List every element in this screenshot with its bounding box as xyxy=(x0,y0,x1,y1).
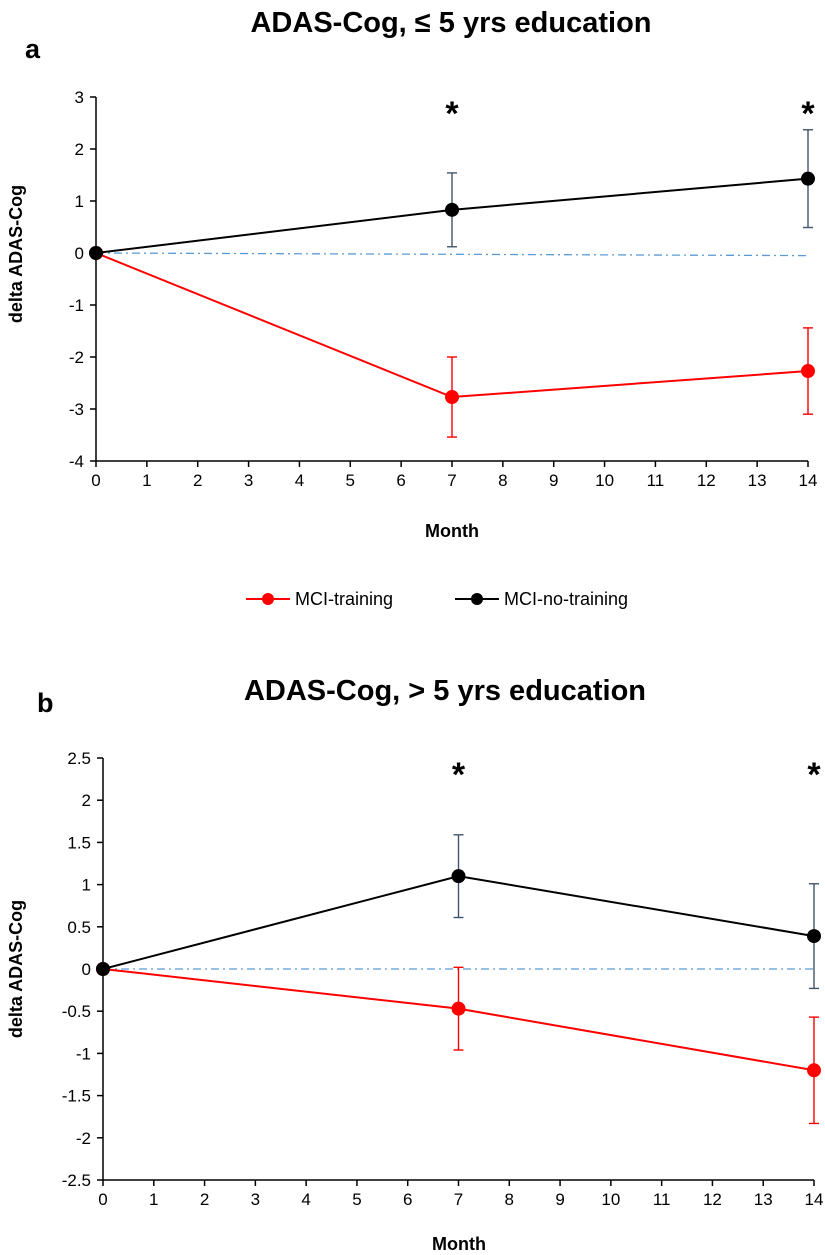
panel-b-x-tick-label: 1 xyxy=(149,1190,158,1209)
panel-a-y-tick-label: -1 xyxy=(69,296,84,315)
panel-b-x-tick-label: 7 xyxy=(454,1190,463,1209)
panel-b-x-tick-label: 14 xyxy=(805,1190,824,1209)
panel-a-x-tick-label: 3 xyxy=(244,471,253,490)
panel-b-y-tick-label: -1 xyxy=(76,1044,91,1063)
panel-a-x-tick-label: 7 xyxy=(447,471,456,490)
panel-b-x-tick-label: 13 xyxy=(754,1190,773,1209)
panel-a-x-tick-label: 9 xyxy=(549,471,558,490)
panel-a-x-tick-label: 5 xyxy=(346,471,355,490)
panel-b-x-tick-label: 8 xyxy=(505,1190,514,1209)
panel-a-label: a xyxy=(25,34,41,64)
panel-b-y-tick-label: -0.5 xyxy=(62,1002,91,1021)
panel-a-significance-star: * xyxy=(445,95,459,133)
panel-a-x-tick-label: 12 xyxy=(697,471,716,490)
panel-b-x-tick-label: 2 xyxy=(200,1190,209,1209)
panel-a-no-training-point xyxy=(89,246,103,260)
panel-b-x-tick-label: 3 xyxy=(251,1190,260,1209)
panel-b-training-point xyxy=(807,1063,821,1078)
panel-a-training-point xyxy=(445,390,459,405)
panel-a-x-tick-label: 4 xyxy=(295,471,304,490)
panel-b-y-tick-label: -1.5 xyxy=(62,1087,91,1106)
panel-a-baseline-line xyxy=(95,252,809,257)
panel-a-y-tick-label: 3 xyxy=(75,88,84,107)
panel-b-y-tick-label: 1 xyxy=(82,876,91,895)
panel-a-significance-star: * xyxy=(801,95,815,133)
panel-b-no-training-point xyxy=(451,869,466,884)
panel-a-y-axis-label: delta ADAS-Cog xyxy=(6,185,26,323)
panel-b-no-training-point xyxy=(96,962,110,976)
panel-b-significance-star: * xyxy=(807,756,821,794)
panel-b-y-tick-label: -2 xyxy=(76,1129,91,1148)
panel-a-y-tick-label: 1 xyxy=(75,192,84,211)
panel-a-x-tick-label: 1 xyxy=(142,471,151,490)
legend-training-marker xyxy=(262,593,274,605)
panel-b-y-tick-label: 0 xyxy=(82,960,91,979)
panel-a-y-tick-label: -4 xyxy=(69,452,84,471)
panel-b-y-tick-label: 2 xyxy=(82,791,91,810)
legend: MCI-training MCI-no-training xyxy=(246,589,628,609)
panel-a-x-tick-label: 8 xyxy=(498,471,507,490)
panel-a-x-tick-label: 2 xyxy=(193,471,202,490)
panel-b-y-tick-label: 0.5 xyxy=(67,918,91,937)
panel-a-x-tick-label: 10 xyxy=(595,471,614,490)
panel-b-x-tick-label: 4 xyxy=(301,1190,310,1209)
panel-a-x-tick-label: 6 xyxy=(396,471,405,490)
panel-b-title: ADAS-Cog, > 5 yrs education xyxy=(244,675,646,707)
panel-a-y-tick-label: -2 xyxy=(69,348,84,367)
panel-b-x-tick-label: 10 xyxy=(601,1190,620,1209)
panel-b-label: b xyxy=(37,688,54,718)
panel-b-x-tick-label: 5 xyxy=(352,1190,361,1209)
panel-a-x-tick-label: 13 xyxy=(748,471,767,490)
panel-b-x-axis-label: Month xyxy=(432,1234,486,1254)
panel-b-plot: -2.5-2-1.5-1-0.500.511.522.50 1 2 3 4 5 6 7 8 9 10… xyxy=(62,749,824,1209)
panel-a-y-tick-label: -3 xyxy=(69,400,84,419)
panel-a-title: ADAS-Cog, ≤ 5 yrs education xyxy=(250,7,651,39)
panel-a-x-tick-label: 11 xyxy=(647,471,665,490)
legend-training-label: MCI-training xyxy=(295,589,393,609)
panel-a-no-training-point xyxy=(445,202,459,217)
panel-b-training-point xyxy=(451,1001,466,1016)
panel-b-no-training-point xyxy=(807,929,821,944)
panel-b-significance-star: * xyxy=(452,756,466,794)
panel-b-y-axis-label: delta ADAS-Cog xyxy=(6,900,26,1038)
panel-a-x-tick-label: 14 xyxy=(799,471,818,490)
panel-b-y-tick-label: 2.5 xyxy=(67,749,91,768)
panel-b-y-tick-label: 1.5 xyxy=(67,833,91,852)
panel-a-training-point xyxy=(801,364,815,379)
panel-a-x-tick-label: 0 xyxy=(91,471,100,490)
legend-no-training-label: MCI-no-training xyxy=(504,589,628,609)
legend-no-training-marker xyxy=(471,593,483,605)
panel-a-y-tick-label: 2 xyxy=(75,140,84,159)
panel-a-y-tick-label: 0 xyxy=(75,244,84,263)
panel-b-x-tick-label: 6 xyxy=(403,1190,412,1209)
panel-b-y-tick-label: -2.5 xyxy=(62,1171,91,1190)
panel-b-x-tick-label: 0 xyxy=(98,1190,107,1209)
panel-a-no-training-point xyxy=(801,171,815,186)
panel-b-x-tick-label: 11 xyxy=(653,1190,671,1209)
panel-b-x-tick-label: 9 xyxy=(555,1190,564,1209)
panel-b-x-tick-label: 12 xyxy=(703,1190,722,1209)
panel-a-x-axis-label: Month xyxy=(425,521,479,541)
